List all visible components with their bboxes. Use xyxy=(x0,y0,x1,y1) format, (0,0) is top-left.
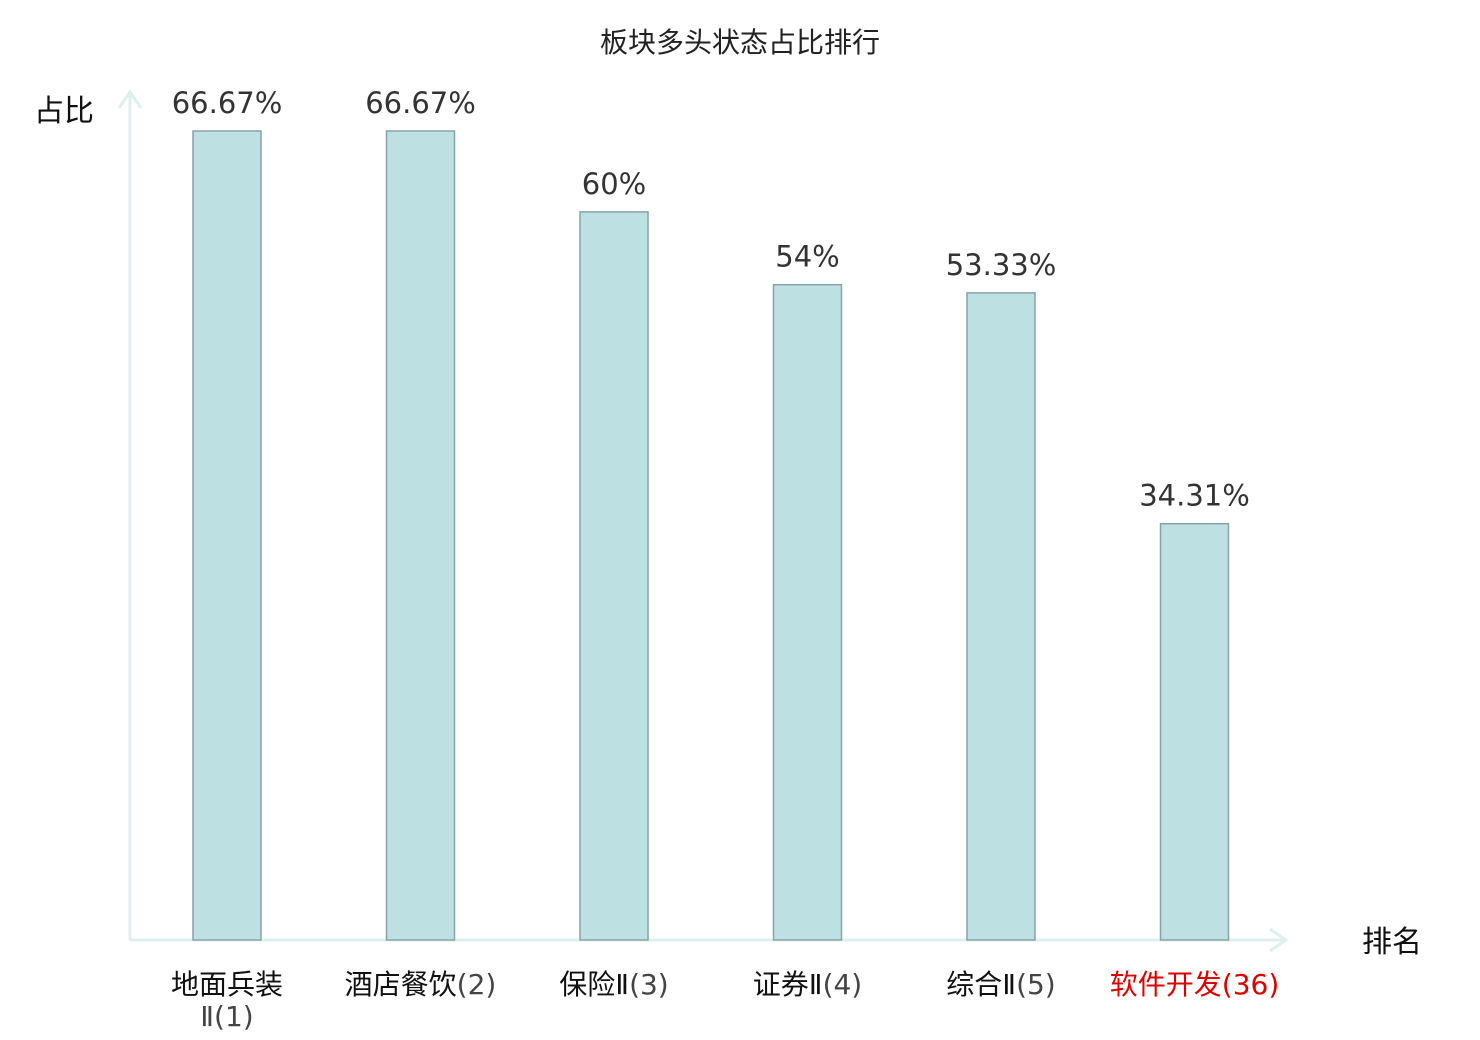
category-name: 保险Ⅱ xyxy=(559,968,629,1001)
bar-4 xyxy=(772,283,843,941)
x-axis-title: 排名 xyxy=(1362,925,1422,960)
category-label-5: 综合Ⅱ(5) xyxy=(946,968,1055,1001)
category-rank: (3) xyxy=(629,968,669,1001)
category-label-1: 地面兵装 Ⅱ(1) xyxy=(171,968,283,1033)
data-label-6: 34.31% xyxy=(1139,479,1250,513)
category-name: 软件开发 xyxy=(1110,968,1222,1001)
bar-1 xyxy=(192,130,262,941)
bar-3 xyxy=(579,211,649,941)
category-name: 酒店餐饮 xyxy=(345,968,457,1001)
category-label-2: 酒店餐饮(2) xyxy=(345,968,497,1001)
y-axis-title: 占比 xyxy=(34,94,94,129)
category-rank: (4) xyxy=(823,968,863,1001)
bar-5 xyxy=(966,292,1036,941)
data-label-1: 66.67% xyxy=(172,86,283,120)
data-label-2: 66.67% xyxy=(365,86,476,120)
category-name: 综合Ⅱ xyxy=(946,968,1016,1001)
y-axis-arrow xyxy=(117,89,143,109)
category-tick-labels: 地面兵装 Ⅱ(1) 酒店餐饮(2) 保险Ⅱ(3) 证券Ⅱ(4) 综合Ⅱ(5) 软件开发(36… xyxy=(171,968,1279,1033)
category-name: 地面兵装 xyxy=(171,968,283,1001)
bar-6 xyxy=(1159,522,1230,941)
category-name-tail: Ⅱ xyxy=(200,1000,214,1033)
chart-title: 板块多头状态占比排行 xyxy=(600,26,880,59)
category-label-4: 证券Ⅱ(4) xyxy=(753,968,862,1001)
category-rank: (2) xyxy=(457,968,497,1001)
category-label-6: 软件开发(36) xyxy=(1110,968,1280,1001)
x-axis: 排名 xyxy=(130,925,1422,960)
category-rank: (1) xyxy=(214,1000,254,1033)
bar-2 xyxy=(385,130,456,941)
category-rank: (5) xyxy=(1016,968,1056,1001)
bar-series xyxy=(192,130,1230,941)
data-labels: 66.67% 66.67% 60% 54% 53.33% 34.31% xyxy=(172,86,1250,513)
data-label-4: 54% xyxy=(775,240,839,274)
y-axis: 占比 xyxy=(34,89,143,940)
x-axis-arrow xyxy=(1269,927,1289,953)
data-label-3: 60% xyxy=(582,167,646,201)
category-name: 证券Ⅱ xyxy=(753,968,823,1001)
category-rank: (36) xyxy=(1222,968,1279,1001)
data-label-5: 53.33% xyxy=(946,248,1057,282)
category-label-3: 保险Ⅱ(3) xyxy=(559,968,668,1001)
